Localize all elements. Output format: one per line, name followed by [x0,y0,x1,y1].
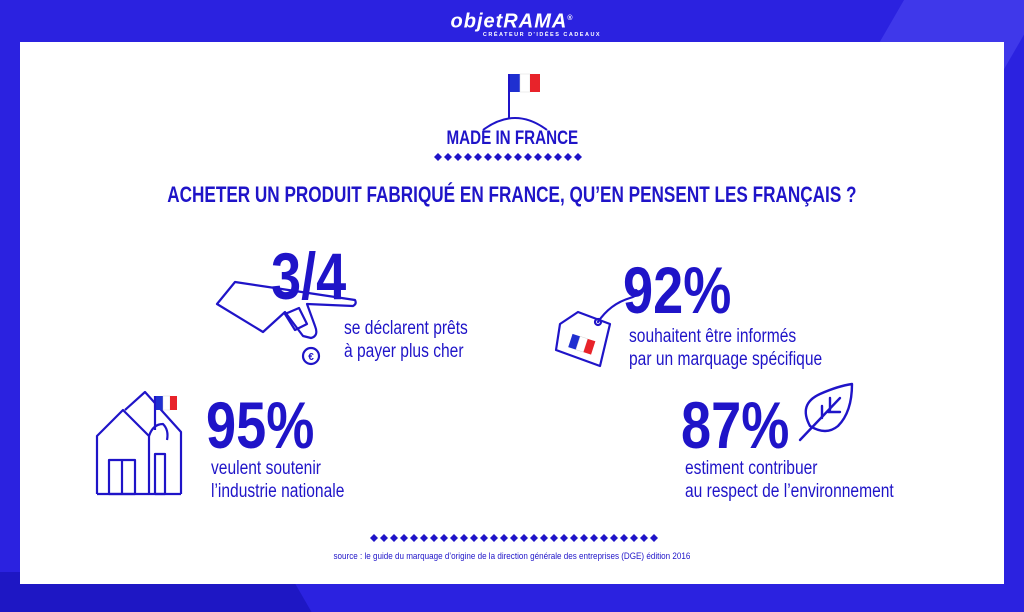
section-label: MADE IN FRANCE [446,128,578,149]
infographic-card: MADE IN FRANCE ACHETER UN PRODUIT FABRIQ… [20,42,1004,584]
stat-description-line: par un marquage spécifique [629,349,823,370]
stat-description: veulent soutenir l’industrie nationale [211,457,374,503]
stat-description-line: l’industrie nationale [211,481,345,502]
stat-value: 92% [623,253,732,327]
logo-wordmark: objetRAMA® [451,8,574,33]
brand-logo[interactable]: objetRAMA® CRÉATEUR D'IDÉES CADEAUX [0,8,1024,38]
logo-tagline: CRÉATEUR D'IDÉES CADEAUX [482,31,602,38]
factory-icon [95,390,183,496]
stat-description-line: à payer plus cher [344,341,464,362]
logo-text: objetRAMA [450,10,568,33]
stat-description-line: souhaitent être informés [629,326,797,347]
stat-description-line: estiment contribuer [685,458,818,479]
svg-text:€: € [308,352,314,363]
source-note: source : le guide du marquage d’origine … [333,551,691,562]
stat-description: estiment contribuer au respect de l’envi… [685,457,940,503]
stat-value: 95% [206,388,315,462]
diamond-divider [370,534,658,542]
stat-description: se déclarent prêts à payer plus cher [344,317,495,363]
stat-description-line: au respect de l’environnement [685,481,894,502]
leaf-icon [798,382,854,442]
diamond-divider [434,153,582,161]
flag-hill-icon [482,73,548,131]
stat-value: 87% [681,388,790,462]
stat-description: souhaitent être informés par un marquage… [629,325,865,371]
stat-description-line: veulent soutenir [211,458,322,479]
hand-coin-icon: € [215,280,357,366]
logo-registered-mark: ® [567,15,574,22]
price-tag-icon [554,288,640,368]
page-title: ACHETER UN PRODUIT FABRIQUÉ EN FRANCE, Q… [167,182,857,207]
stat-description-line: se déclarent prêts [344,318,468,339]
stat-value: 3/4 [271,239,347,313]
